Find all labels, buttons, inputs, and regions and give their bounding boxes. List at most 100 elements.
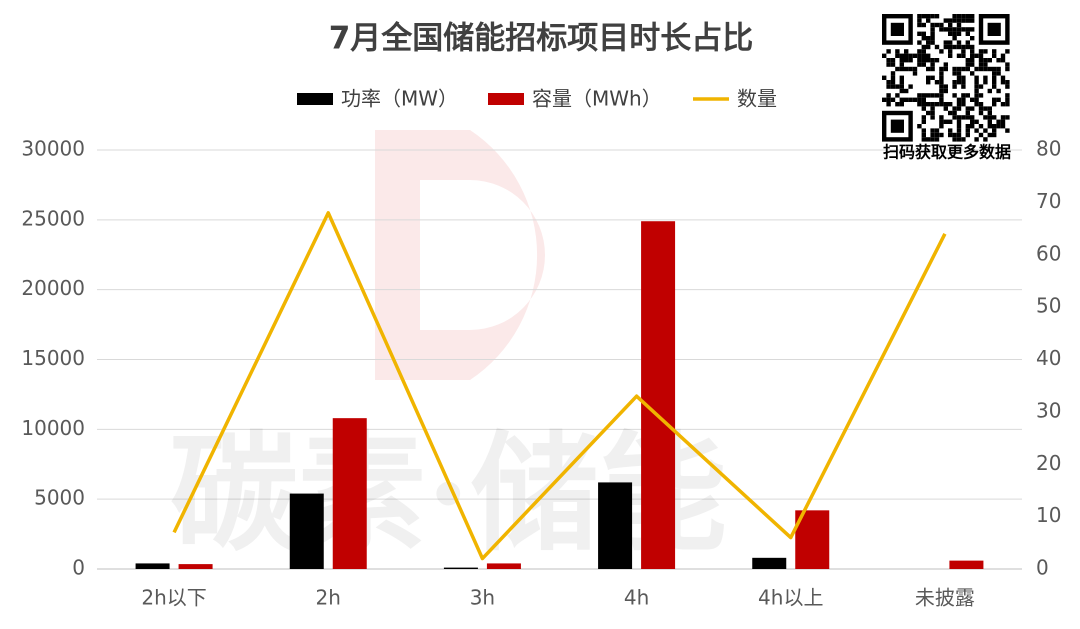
qr-cell xyxy=(1000,124,1006,129)
qr-cell xyxy=(965,14,970,19)
qr-cell xyxy=(970,14,975,19)
qr-cell xyxy=(934,44,940,50)
qr-cell xyxy=(926,75,931,80)
qr-cell xyxy=(930,93,935,98)
qr-cell xyxy=(939,115,944,120)
qr-cell xyxy=(943,102,948,107)
qr-cell xyxy=(970,18,975,23)
y2-tick-label: 80 xyxy=(1036,137,1061,161)
qr-cell xyxy=(921,44,926,50)
qr-cell xyxy=(886,62,891,67)
qr-cell xyxy=(930,115,935,120)
qr-cell xyxy=(886,58,891,63)
y2-tick-label: 50 xyxy=(1036,294,1061,318)
qr-cell xyxy=(930,102,935,107)
qr-cell xyxy=(943,66,948,72)
qr-cell xyxy=(965,18,970,23)
qr-cell xyxy=(939,84,944,89)
qr-cell xyxy=(1005,93,1010,98)
y2-tick-label: 40 xyxy=(1036,346,1061,370)
qr-cell xyxy=(930,27,935,32)
qr-cell xyxy=(930,14,935,19)
qr-cell xyxy=(1005,84,1010,89)
qr-cell xyxy=(926,93,931,98)
qr-cell xyxy=(930,36,935,41)
qr-cell xyxy=(917,124,922,129)
qr-cell xyxy=(904,53,909,58)
qr-cell xyxy=(1005,102,1010,107)
qr-cell xyxy=(978,132,984,138)
qr-cell xyxy=(965,115,970,120)
y2-tick-label: 0 xyxy=(1036,556,1049,580)
qr-cell xyxy=(961,97,966,102)
y2-tick-label: 10 xyxy=(1036,503,1061,527)
qr-cell xyxy=(952,66,957,72)
qr-cell xyxy=(930,137,935,142)
qr-cell xyxy=(930,22,935,28)
qr-cell xyxy=(992,115,997,120)
qr-cell xyxy=(1000,115,1006,120)
qr-cell xyxy=(970,62,975,67)
qr-cell xyxy=(987,66,992,72)
qr-cell xyxy=(917,49,922,54)
qr-cell xyxy=(917,62,922,67)
qr-cell xyxy=(939,27,944,32)
qr-cell xyxy=(974,80,979,85)
qr-cell xyxy=(970,27,975,32)
qr-cell xyxy=(956,53,962,58)
qr-cell xyxy=(948,53,953,58)
qr-cell xyxy=(952,106,957,111)
qr-cell xyxy=(978,49,984,54)
qr-cell xyxy=(934,93,940,98)
qr-cell xyxy=(970,44,975,50)
qr-cell xyxy=(948,102,953,107)
qr-cell xyxy=(899,58,904,63)
qr-cell xyxy=(921,53,926,58)
qr-cell xyxy=(978,58,984,63)
qr-cell xyxy=(926,137,931,142)
qr-cell xyxy=(965,128,970,133)
qr-cell xyxy=(956,40,962,45)
qr-cell xyxy=(965,27,970,32)
qr-cell xyxy=(961,18,966,23)
qr-cell xyxy=(921,58,926,63)
qr-cell xyxy=(904,66,909,72)
x-tick-label: 2h以下 xyxy=(141,586,206,610)
qr-cell xyxy=(961,49,966,54)
qr-cell xyxy=(890,84,896,89)
qr-cell xyxy=(930,66,935,72)
bar xyxy=(598,482,633,569)
qr-cell xyxy=(882,75,887,80)
qr-cell xyxy=(992,49,997,54)
bar xyxy=(949,560,984,569)
qr-cell xyxy=(961,115,966,120)
qr-cell xyxy=(921,14,926,19)
qr-cell xyxy=(899,102,904,107)
qr-cell xyxy=(939,88,944,94)
qr-cell xyxy=(930,106,935,111)
qr-cell xyxy=(1005,115,1010,120)
qr-cell xyxy=(948,18,953,23)
qr-cell xyxy=(926,102,931,107)
qr-cell xyxy=(890,75,896,80)
bar xyxy=(641,221,676,570)
qr-cell xyxy=(992,66,997,72)
bar xyxy=(443,567,478,569)
qr-cell xyxy=(956,80,962,85)
qr-cell xyxy=(956,97,962,102)
qr-cell xyxy=(961,93,966,98)
qr-cell xyxy=(930,128,935,133)
y2-tick-label: 20 xyxy=(1036,451,1061,475)
qr-cell xyxy=(930,31,935,36)
qr-cell xyxy=(912,53,918,58)
qr-cell xyxy=(978,93,984,98)
qr-cell xyxy=(983,62,988,67)
qr-cell xyxy=(934,137,940,142)
qr-cell xyxy=(974,53,979,58)
qr-cell xyxy=(921,128,926,133)
qr-cell xyxy=(956,18,962,23)
qr-cell xyxy=(987,110,992,116)
qr-cell xyxy=(895,53,900,58)
y-tick-label: 5000 xyxy=(34,486,85,510)
qr-cell xyxy=(996,66,1001,72)
